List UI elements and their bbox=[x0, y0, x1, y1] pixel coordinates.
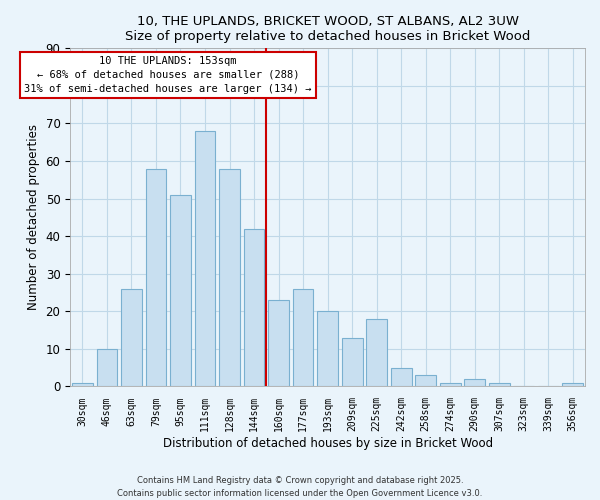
Bar bbox=[219, 168, 240, 386]
Bar bbox=[489, 382, 509, 386]
Y-axis label: Number of detached properties: Number of detached properties bbox=[27, 124, 40, 310]
Bar bbox=[244, 228, 265, 386]
X-axis label: Distribution of detached houses by size in Bricket Wood: Distribution of detached houses by size … bbox=[163, 437, 493, 450]
Text: 10 THE UPLANDS: 153sqm
← 68% of detached houses are smaller (288)
31% of semi-de: 10 THE UPLANDS: 153sqm ← 68% of detached… bbox=[25, 56, 312, 94]
Bar bbox=[170, 195, 191, 386]
Bar bbox=[268, 300, 289, 386]
Bar bbox=[562, 382, 583, 386]
Bar bbox=[72, 382, 93, 386]
Bar bbox=[464, 379, 485, 386]
Bar bbox=[121, 289, 142, 386]
Bar bbox=[366, 319, 387, 386]
Bar bbox=[341, 338, 362, 386]
Bar bbox=[194, 131, 215, 386]
Bar bbox=[440, 382, 461, 386]
Bar bbox=[97, 349, 118, 387]
Text: Contains HM Land Registry data © Crown copyright and database right 2025.
Contai: Contains HM Land Registry data © Crown c… bbox=[118, 476, 482, 498]
Bar bbox=[293, 289, 313, 386]
Bar bbox=[415, 375, 436, 386]
Bar bbox=[391, 368, 412, 386]
Bar bbox=[317, 312, 338, 386]
Bar bbox=[146, 168, 166, 386]
Title: 10, THE UPLANDS, BRICKET WOOD, ST ALBANS, AL2 3UW
Size of property relative to d: 10, THE UPLANDS, BRICKET WOOD, ST ALBANS… bbox=[125, 15, 530, 43]
